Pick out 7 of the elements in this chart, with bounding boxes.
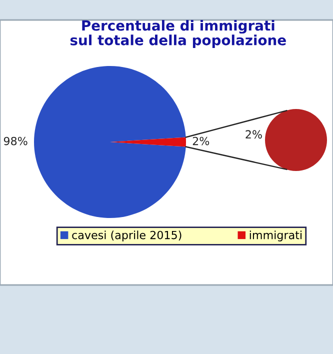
chart-title: Percentuale di immigrati sul totale della popolazione — [70, 20, 286, 48]
pie-slice — [34, 66, 186, 218]
text: 2% — [246, 130, 262, 139]
data-label: 98% — [4, 136, 28, 146]
legend-label: cavesi (aprile 2015) — [72, 230, 182, 242]
data-label: 2% — [192, 136, 210, 146]
legend-label: immigrati — [250, 230, 302, 242]
